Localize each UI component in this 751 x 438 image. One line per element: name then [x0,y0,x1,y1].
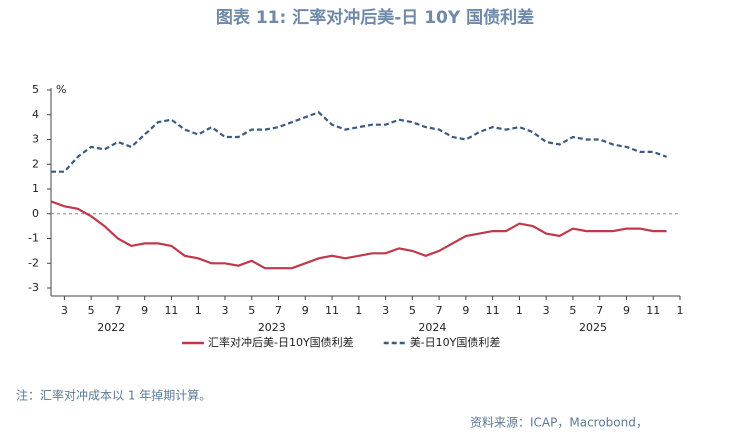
line-series [50,200,667,270]
x-tick-label: 5 [248,304,255,317]
x-tick-label: 9 [141,304,148,317]
x-tick-label: 1 [355,304,362,317]
x-tick-label: 7 [275,304,282,317]
x-group-label: 2022 [97,321,125,334]
x-tick-label: 5 [409,304,416,317]
x-tick-label: 7 [596,304,603,317]
x-tick-label: 7 [436,304,443,317]
y-tick-label: 0 [32,207,39,220]
x-group-label: 2024 [418,321,446,334]
line-series [51,111,667,173]
x-tick-label: 1 [195,304,202,317]
y-tick-label: -2 [28,256,39,269]
x-tick-label: 3 [382,304,389,317]
chart-title: 图表 11: 汇率对冲后美-日 10Y 国债利差 [216,7,534,28]
y-tick-label: 5 [32,83,39,96]
y-tick-label: 1 [32,182,39,195]
x-group-label: 2023 [258,321,286,334]
x-tick-label: 11 [646,304,660,317]
x-tick-label: 11 [325,304,339,317]
y-tick-label: 4 [32,108,39,121]
y-tick-label: 3 [32,133,39,146]
y-tick-label: -3 [28,281,39,294]
x-tick-label: 11 [486,304,500,317]
y-tick-label: -1 [28,232,39,245]
x-group-label: 2025 [579,321,607,334]
legend-label: 美-日10Y国债利差 [410,335,501,349]
x-tick-label: 9 [302,304,309,317]
x-tick-label: 5 [88,304,95,317]
x-tick-label: 1 [516,304,523,317]
x-tick-label: 3 [543,304,550,317]
x-tick-label: 3 [61,304,68,317]
x-tick-label: 1 [677,304,684,317]
y-tick-label: 2 [32,157,39,170]
x-tick-label: 3 [221,304,228,317]
x-tick-label: 9 [623,304,630,317]
x-tick-label: 5 [569,304,576,317]
y-unit: % [56,83,66,96]
legend-label: 汇率对冲后美-日10Y国债利差 [208,335,354,349]
source: 资料来源：ICAP，Macrobond， [470,416,648,430]
x-tick-label: 9 [462,304,469,317]
x-tick-label: 11 [164,304,178,317]
x-tick-label: 7 [114,304,121,317]
note: 注：汇率对冲成本以 1 年掉期计算。 [16,388,211,403]
